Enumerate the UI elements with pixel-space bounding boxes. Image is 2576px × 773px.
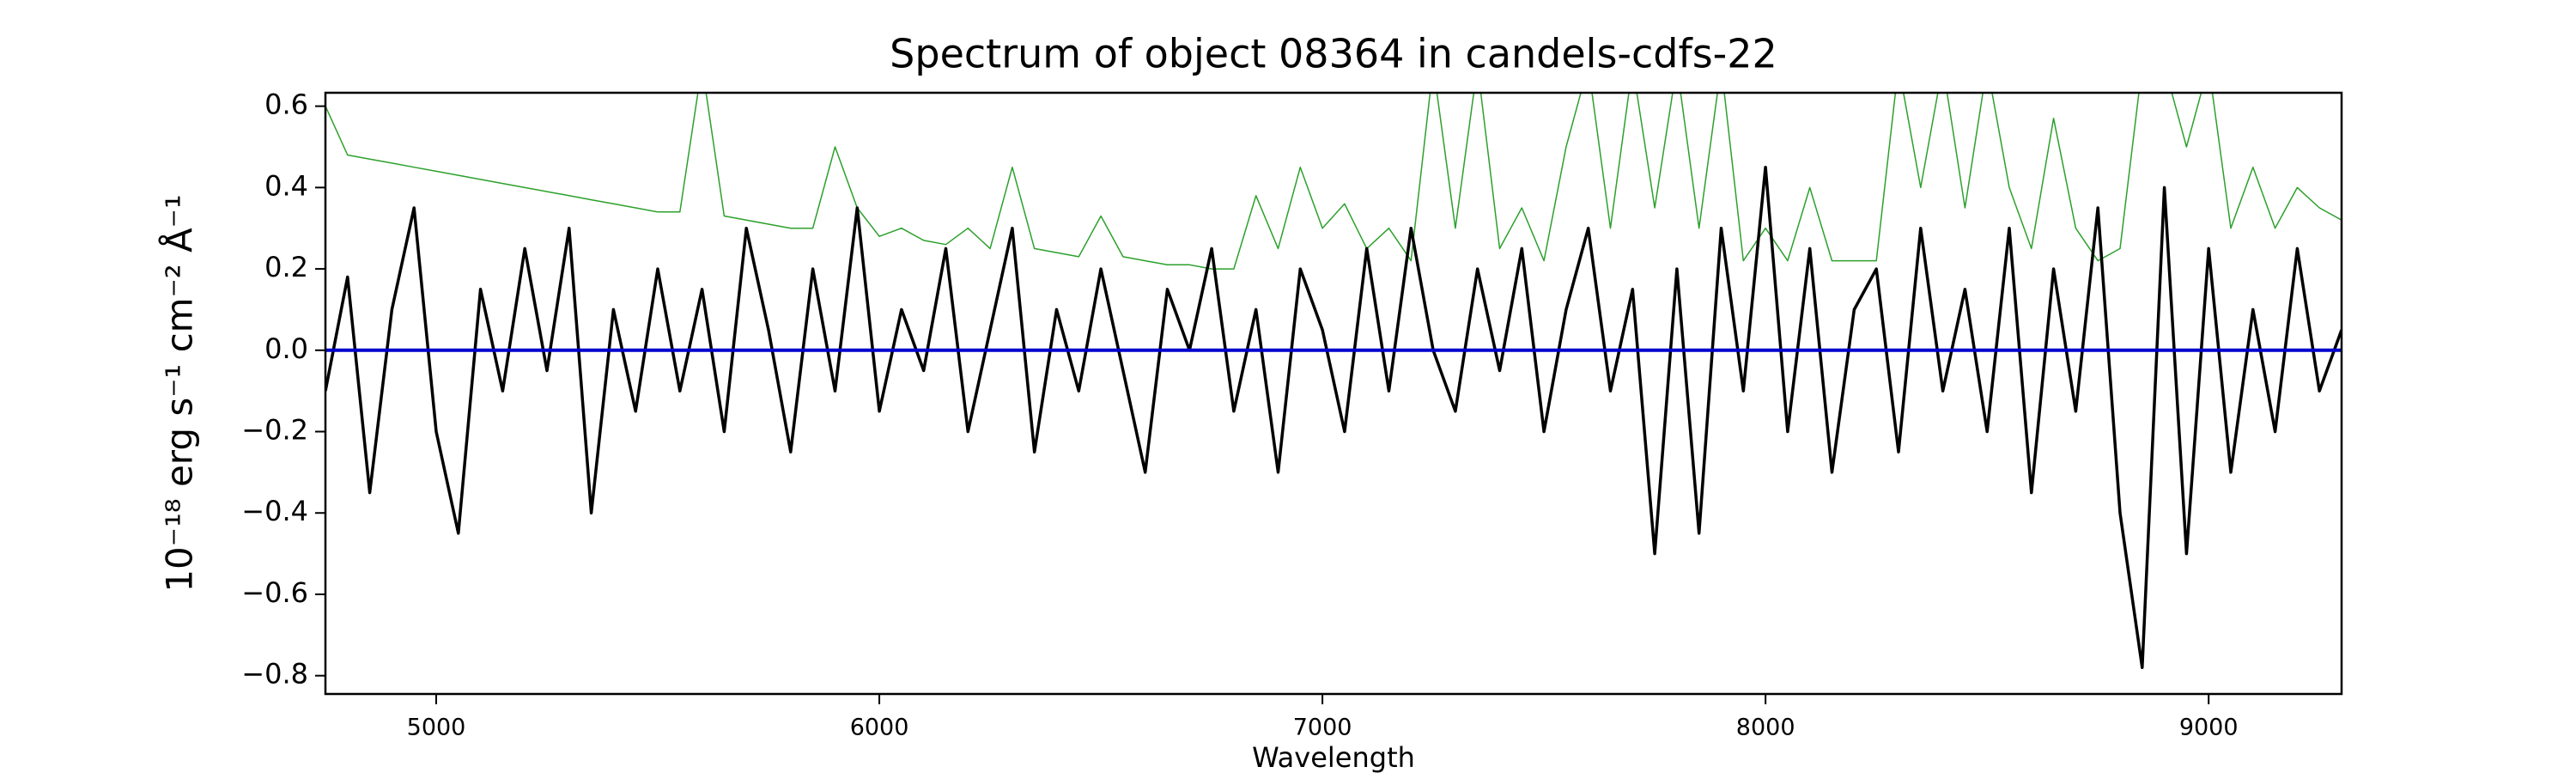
x-axis-label: Wavelength: [1252, 741, 1415, 773]
y-tick-label: −0.2: [241, 414, 308, 447]
x-tick-label: 6000: [850, 715, 909, 741]
spectrum-line: [325, 165, 2342, 669]
x-tick-label: 7000: [1293, 715, 1352, 741]
axes-frame: [324, 91, 2343, 696]
plot-area: [325, 93, 2342, 669]
y-tick-label: −0.4: [241, 495, 308, 527]
y-tick-label: −0.8: [241, 658, 308, 691]
y-tick-label: 0.0: [264, 332, 308, 365]
y-tick-label: 0.2: [264, 251, 308, 283]
x-tick-label: 8000: [1736, 715, 1795, 741]
y-tick-label: −0.6: [241, 576, 308, 609]
y-tick-label: 0.6: [264, 88, 308, 121]
spectrum-line: [325, 93, 2342, 270]
y-axis-label: 10⁻¹⁸ erg s⁻¹ cm⁻² Å⁻¹: [158, 194, 201, 592]
chart-title: Spectrum of object 08364 in candels-cdfs…: [890, 31, 1777, 77]
y-tick-label: 0.4: [264, 169, 308, 202]
x-tick-label: 9000: [2179, 715, 2239, 741]
x-tick-label: 5000: [407, 715, 466, 741]
